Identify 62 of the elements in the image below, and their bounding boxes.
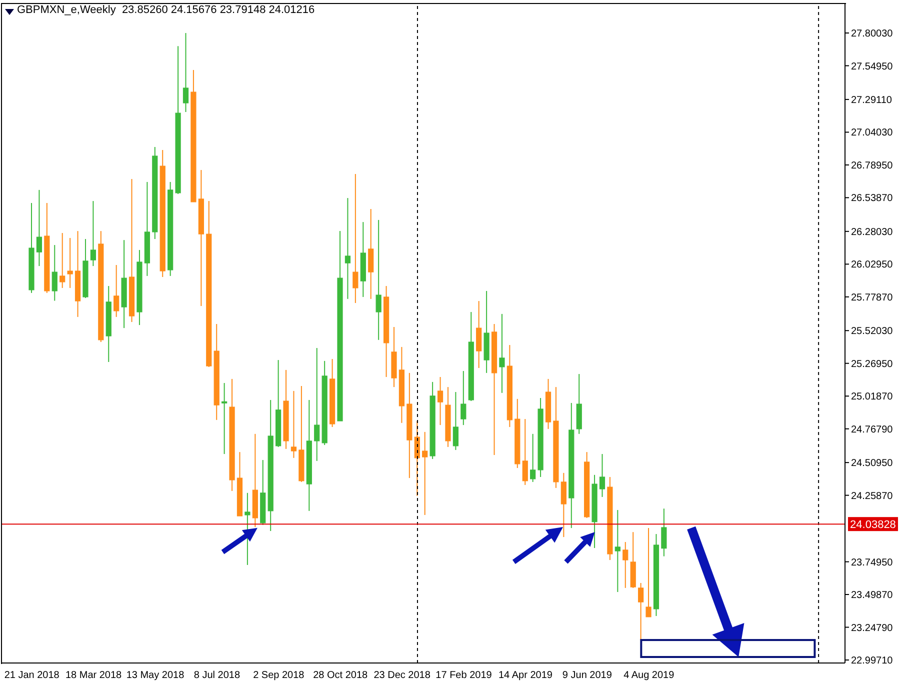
ref-line-label: 24.03828 bbox=[850, 519, 896, 532]
x-tick-label: 2 Sep 2018 bbox=[253, 670, 305, 682]
x-tick-label: 23 Dec 2018 bbox=[374, 670, 431, 682]
y-tick-label: 25.01870 bbox=[851, 392, 894, 403]
x-tick-label: 17 Feb 2019 bbox=[436, 670, 492, 682]
candlestick bbox=[638, 582, 644, 641]
y-tick-label: 24.50950 bbox=[851, 458, 894, 470]
y-tick-label: 23.74950 bbox=[851, 557, 894, 568]
y-tick-label: 25.26950 bbox=[851, 358, 894, 370]
candlestick bbox=[646, 528, 652, 618]
candlestick bbox=[476, 300, 482, 368]
y-tick-label: 26.78950 bbox=[851, 160, 894, 172]
candlestick bbox=[452, 392, 458, 450]
y-tick-label: 27.80030 bbox=[851, 28, 894, 40]
candlestick bbox=[182, 32, 189, 112]
y-tick-label: 24.76790 bbox=[851, 424, 894, 436]
y-tick-label: 27.29110 bbox=[851, 95, 892, 106]
x-tick-label: 4 Aug 2019 bbox=[624, 670, 675, 682]
candlestick bbox=[222, 382, 228, 455]
y-tick-label: 25.77870 bbox=[851, 292, 894, 304]
x-tick-label: 13 May 2018 bbox=[126, 670, 185, 682]
candlestick bbox=[614, 510, 620, 592]
y-tick-label: 26.02950 bbox=[851, 260, 894, 271]
candlestick bbox=[67, 237, 73, 288]
x-tick-label: 21 Jan 2018 bbox=[4, 670, 60, 682]
candlestick bbox=[376, 219, 382, 340]
candlestick bbox=[437, 376, 444, 426]
candlestick bbox=[290, 390, 297, 458]
y-tick-label: 26.53870 bbox=[851, 193, 894, 204]
y-tick-label: 25.52030 bbox=[851, 326, 894, 338]
candlestick bbox=[344, 198, 351, 300]
y-tick-label: 24.25870 bbox=[851, 490, 894, 502]
candlestick bbox=[52, 244, 58, 302]
x-tick-label: 9 Jun 2019 bbox=[562, 670, 612, 682]
candlestick bbox=[560, 472, 566, 538]
y-tick-label: 26.28030 bbox=[851, 226, 894, 238]
candlestick bbox=[499, 313, 505, 394]
candlestick bbox=[90, 200, 96, 267]
candlestick bbox=[314, 348, 320, 462]
candlestick bbox=[352, 174, 358, 304]
chart-title: GBPMXN_e,Weekly 23.85260 24.15676 23.79148 24.01216 bbox=[17, 4, 315, 16]
y-tick-label: 23.24790 bbox=[851, 622, 894, 634]
candlestick bbox=[622, 541, 628, 588]
x-tick-label: 28 Oct 2018 bbox=[313, 670, 368, 682]
candlestick bbox=[368, 208, 374, 300]
candlestick bbox=[60, 232, 66, 288]
candlestick bbox=[522, 418, 528, 486]
x-tick-label: 14 Apr 2019 bbox=[498, 670, 553, 682]
y-tick-label: 27.54950 bbox=[851, 61, 894, 72]
x-tick-label: 8 Jul 2018 bbox=[194, 670, 240, 682]
candlestick bbox=[599, 454, 606, 498]
candlestick bbox=[530, 433, 536, 482]
candlestick bbox=[36, 189, 42, 267]
y-tick-label: 27.04030 bbox=[851, 128, 894, 139]
x-tick-label: 18 Mar 2018 bbox=[65, 670, 122, 682]
candlestick bbox=[114, 264, 120, 318]
y-tick-label: 22.99710 bbox=[851, 656, 894, 667]
candlestick bbox=[422, 431, 428, 516]
candlestick bbox=[244, 492, 250, 566]
y-tick-label: 23.49870 bbox=[851, 590, 894, 602]
candlestick bbox=[460, 370, 466, 426]
candlestick bbox=[661, 508, 667, 557]
